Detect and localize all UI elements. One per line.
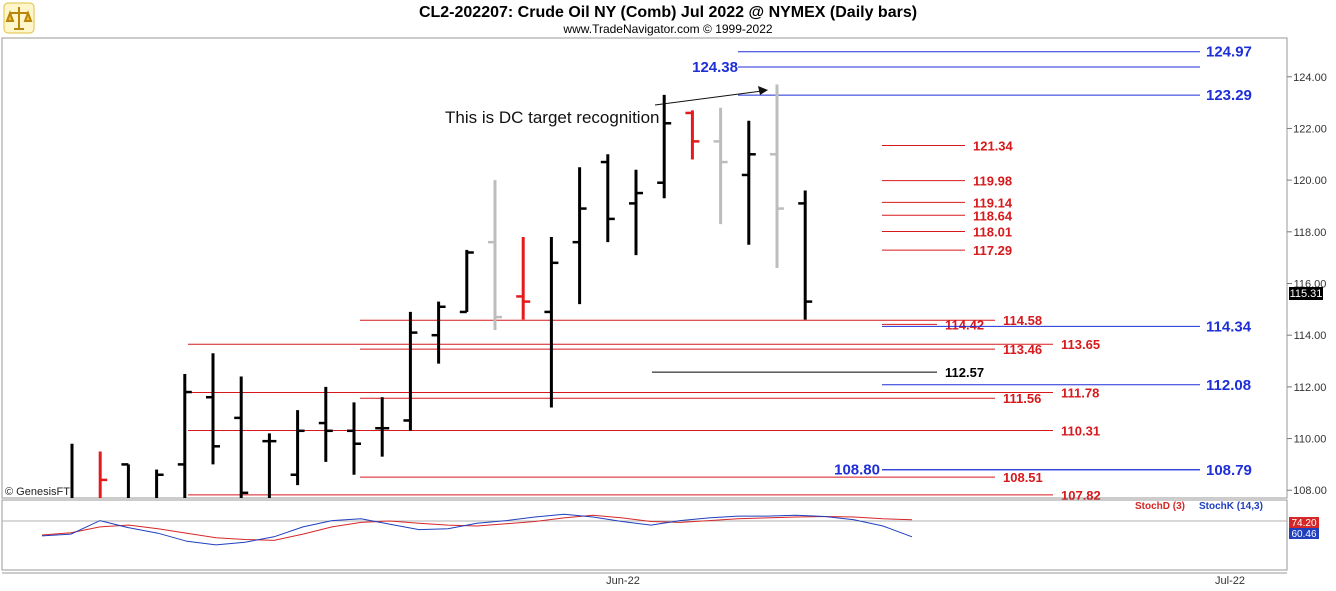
level-label: 124.97: [1206, 44, 1252, 61]
level-label: 117.29: [973, 243, 1012, 258]
level-label: 121.34: [973, 139, 1014, 154]
y-tick-label: 120.00: [1293, 175, 1327, 187]
y-tick-label: 122.00: [1293, 123, 1327, 135]
x-tick-jul: Jul-22: [1215, 575, 1245, 587]
y-tick-label: 114.00: [1294, 330, 1327, 342]
level-label: 111.78: [1061, 386, 1099, 401]
levels-layer: 124.97124.38123.29121.34119.98119.14118.…: [188, 44, 1252, 503]
level-label: 119.14: [973, 195, 1013, 210]
stoch-k-label: StochK (14,3): [1199, 501, 1263, 512]
bars-layer: [70, 84, 813, 498]
annotation-arrow: [654, 86, 768, 106]
chart-title: CL2-202207: Crude Oil NY (Comb) Jul 2022…: [419, 4, 917, 21]
level-label: 108.51: [1003, 470, 1043, 485]
stoch-k-readout-tag: [1289, 528, 1319, 539]
level-label: 118.64: [973, 208, 1013, 223]
stoch-d-label: StochD (3): [1135, 501, 1185, 512]
stoch-d-line: [41, 514, 913, 541]
stochastic-panel: [1, 499, 1288, 571]
logo-icon: [3, 2, 35, 34]
level-label: 112.57: [945, 365, 984, 380]
last-price-tag: [1289, 287, 1323, 300]
x-tick-jun: Jun-22: [606, 575, 640, 587]
level-label: 108.80: [834, 462, 880, 479]
level-label: 118.01: [973, 225, 1012, 240]
level-label: 114.34: [1206, 318, 1252, 335]
watermark: © GenesisFT: [5, 486, 70, 498]
price-axis: 108.00110.00112.00114.00116.00118.00120.…: [1287, 72, 1327, 497]
level-label: 110.31: [1061, 424, 1100, 439]
level-label: 111.56: [1003, 391, 1041, 406]
level-label: 113.46: [1003, 342, 1042, 357]
y-tick-label: 110.00: [1294, 434, 1327, 446]
level-label: 119.98: [973, 174, 1012, 189]
stoch-d-readout-tag: [1289, 517, 1319, 528]
annotation-text: This is DC target recognition: [445, 108, 659, 127]
stoch-d-readout: 74.20: [1291, 518, 1316, 529]
level-label: 114.58: [1003, 313, 1042, 328]
level-label: 123.29: [1206, 87, 1252, 104]
level-label: 107.82: [1061, 488, 1101, 503]
last-price-value: 115.31: [1290, 288, 1323, 300]
y-tick-label: 124.00: [1293, 72, 1327, 84]
y-tick-label: 118.00: [1294, 227, 1327, 239]
level-label: 108.79: [1206, 462, 1252, 479]
level-label: 112.08: [1206, 377, 1251, 394]
stoch-k-readout: 60.46: [1291, 529, 1316, 540]
y-tick-label: 108.00: [1293, 485, 1327, 497]
stoch-k-line: [41, 513, 913, 546]
main-plot-frame: [1, 37, 1288, 499]
header-band: [0, 0, 1336, 36]
chart-subtitle: www.TradeNavigator.com © 1999-2022: [562, 22, 772, 36]
y-tick-label: 112.00: [1294, 382, 1327, 394]
level-label: 113.65: [1061, 337, 1100, 352]
level-label: 114.42: [945, 317, 984, 332]
level-label: 124.38: [692, 59, 738, 76]
